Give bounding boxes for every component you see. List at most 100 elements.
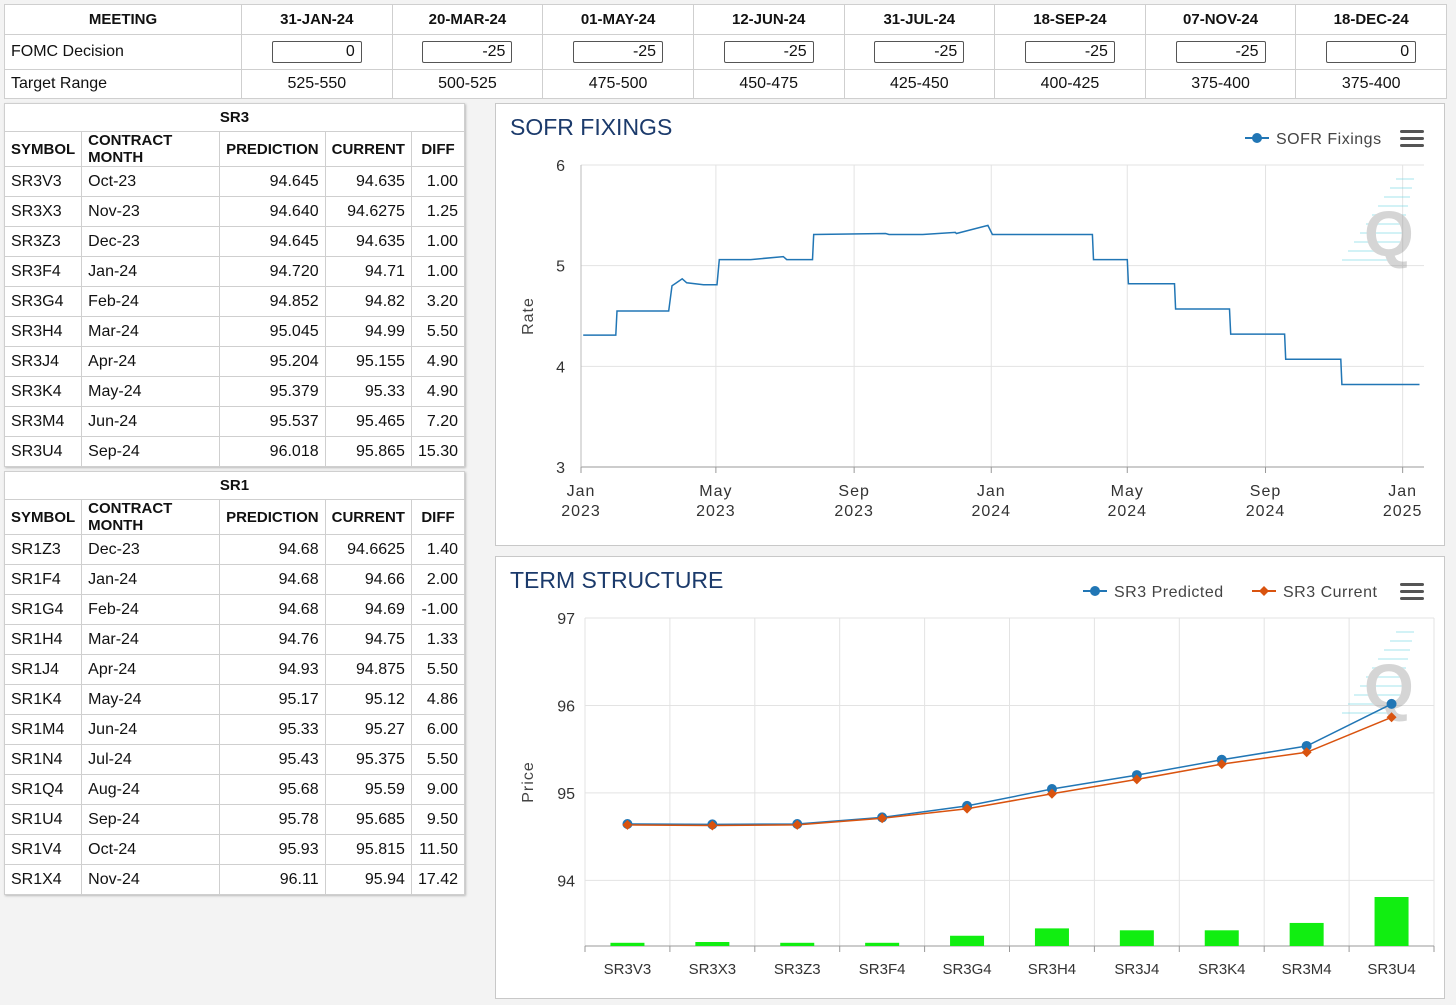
target-range-value: 425-450 xyxy=(843,69,996,99)
cell-prediction: 95.93 xyxy=(219,834,326,865)
table-row: SR3J4 Apr-24 95.204 95.155 4.90 xyxy=(3,346,466,377)
cell-symbol: SR1M4 xyxy=(3,714,83,745)
target-range-label: Target Range xyxy=(4,69,242,99)
fomc-decision-input[interactable] xyxy=(874,41,965,63)
target-range-value: 400-425 xyxy=(994,69,1146,99)
x-tick-label: Sep xyxy=(1250,483,1281,500)
cell-diff: 11.50 xyxy=(410,834,466,865)
x-category-label: SR3V3 xyxy=(604,961,652,978)
x-category-label: SR3X3 xyxy=(689,961,737,978)
fomc-decision-input[interactable] xyxy=(422,41,513,63)
x-tick-label: May xyxy=(699,483,732,500)
target-range-row: Target Range 525-550 500-525 475-500 450… xyxy=(4,69,1447,99)
diff-bar xyxy=(1119,930,1154,946)
table-row: SR1Q4 Aug-24 95.68 95.59 9.00 xyxy=(3,774,466,805)
cell-current: 95.815 xyxy=(324,834,412,865)
fomc-decision-input[interactable] xyxy=(723,41,814,63)
cell-symbol: SR1N4 xyxy=(3,744,83,775)
fomc-meeting-table: MEETING 31-JAN-24 20-MAR-24 01-MAY-24 12… xyxy=(4,4,1447,99)
cell-contract-month: Feb-24 xyxy=(81,594,221,625)
cell-diff: 7.20 xyxy=(410,406,466,437)
cell-prediction: 95.17 xyxy=(219,684,326,715)
table-row: SR3F4 Jan-24 94.720 94.71 1.00 xyxy=(3,256,466,287)
diff-bar xyxy=(865,942,900,946)
sofr-fixings-chart-panel: 3 4 5 6 Jan 2023 May 2023 Sep 2023 Jan 2024 May 2024 S… xyxy=(495,103,1445,546)
meeting-date: 31-JAN-24 xyxy=(241,4,393,35)
cell-current: 94.6275 xyxy=(324,196,412,227)
cell-diff: 2.00 xyxy=(410,564,466,595)
column-header-contract-month: CONTRACT MONTH xyxy=(81,131,221,167)
column-header-contract-month: CONTRACT MONTH xyxy=(81,499,221,535)
x-category-label: SR3G4 xyxy=(942,961,991,978)
table-row: SR3K4 May-24 95.379 95.33 4.90 xyxy=(3,376,466,407)
fomc-decision-input[interactable] xyxy=(1326,41,1417,63)
cell-diff: 5.50 xyxy=(410,654,466,685)
legend-marker xyxy=(1259,586,1269,596)
cell-current: 95.375 xyxy=(324,744,412,775)
cell-diff: 1.40 xyxy=(410,534,466,565)
table-row: SR1V4 Oct-24 95.93 95.815 11.50 xyxy=(3,834,466,865)
cell-prediction: 94.645 xyxy=(219,166,326,197)
y-tick-label: 95 xyxy=(557,786,575,803)
cell-current: 94.635 xyxy=(324,166,412,197)
cell-symbol: SR3X3 xyxy=(3,196,83,227)
legend-marker xyxy=(1252,133,1262,143)
meeting-header-label: MEETING xyxy=(4,4,242,35)
cell-contract-month: Aug-24 xyxy=(81,774,221,805)
cell-prediction: 94.68 xyxy=(219,534,326,565)
legend-marker xyxy=(1090,586,1100,596)
cell-diff: 1.00 xyxy=(410,226,466,257)
cell-contract-month: Feb-24 xyxy=(81,286,221,317)
column-header-prediction: PREDICTION xyxy=(219,131,326,167)
cell-current: 94.875 xyxy=(324,654,412,685)
diff-bar xyxy=(780,942,815,946)
meeting-date: 18-SEP-24 xyxy=(994,4,1146,35)
cell-prediction: 94.640 xyxy=(219,196,326,227)
sr3-current-point xyxy=(1301,747,1312,758)
cell-symbol: SR1H4 xyxy=(3,624,83,655)
meeting-date: 12-JUN-24 xyxy=(692,4,845,35)
x-tick-label: 2023 xyxy=(696,503,736,520)
table-row: SR1G4 Feb-24 94.68 94.69 -1.00 xyxy=(3,594,466,625)
meeting-date: 07-NOV-24 xyxy=(1144,4,1297,35)
cell-prediction: 94.93 xyxy=(219,654,326,685)
q-logo-watermark: Q xyxy=(1342,178,1414,270)
cell-diff: 5.50 xyxy=(410,744,466,775)
sr3-current-point xyxy=(1216,759,1227,770)
x-tick-label: Jan xyxy=(567,483,596,500)
target-range-value: 375-400 xyxy=(1295,69,1447,99)
cell-prediction: 94.68 xyxy=(219,564,326,595)
cell-contract-month: Oct-24 xyxy=(81,834,221,865)
diff-bar xyxy=(1289,922,1324,946)
cell-contract-month: Sep-24 xyxy=(81,436,221,467)
cell-diff: 4.86 xyxy=(410,684,466,715)
fomc-decision-input[interactable] xyxy=(1175,41,1266,63)
cell-symbol: SR3J4 xyxy=(3,346,83,377)
fomc-decision-input[interactable] xyxy=(1024,41,1115,63)
cell-current: 95.59 xyxy=(324,774,412,805)
cell-contract-month: Dec-23 xyxy=(81,534,221,565)
sr3-current-point xyxy=(792,819,803,830)
y-axis-label: Price xyxy=(520,761,537,802)
hamburger-menu-icon[interactable] xyxy=(1400,130,1424,148)
cell-diff: 4.90 xyxy=(410,346,466,377)
cell-symbol: SR3U4 xyxy=(3,436,83,467)
table-row: SR3U4 Sep-24 96.018 95.865 15.30 xyxy=(3,436,466,467)
y-tick-label: 96 xyxy=(557,698,575,715)
table-row: SR1N4 Jul-24 95.43 95.375 5.50 xyxy=(3,744,466,775)
cell-contract-month: Mar-24 xyxy=(81,624,221,655)
target-range-value: 375-400 xyxy=(1144,69,1297,99)
cell-symbol: SR3H4 xyxy=(3,316,83,347)
y-axis-label: Rate xyxy=(520,297,537,335)
sr3-current-point xyxy=(622,819,633,830)
sr1-table-title: SR1 xyxy=(4,471,465,500)
sr3-current-point xyxy=(707,820,718,831)
hamburger-menu-icon[interactable] xyxy=(1400,583,1424,601)
fomc-decision-input[interactable] xyxy=(271,41,362,63)
sr3-current-point xyxy=(1046,788,1057,799)
cell-symbol: SR1U4 xyxy=(3,804,83,835)
column-header-diff: DIFF xyxy=(410,131,466,167)
cell-current: 94.75 xyxy=(324,624,412,655)
fomc-decision-input[interactable] xyxy=(573,41,664,63)
y-tick-label: 94 xyxy=(557,873,575,890)
